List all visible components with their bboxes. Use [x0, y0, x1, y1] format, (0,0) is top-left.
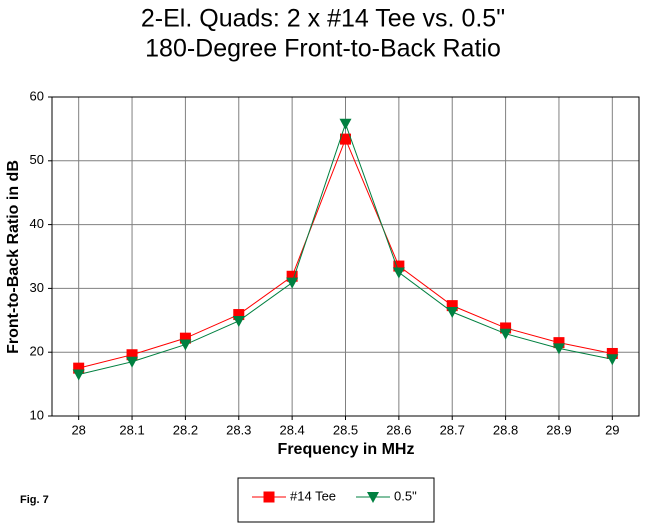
- legend-marker: [367, 492, 379, 503]
- legend-label: 0.5": [394, 488, 417, 503]
- y-tick-label: 40: [30, 216, 44, 231]
- y-tick-label: 50: [30, 152, 44, 167]
- data-point: [126, 349, 138, 361]
- x-tick-label: 28.8: [493, 422, 518, 437]
- y-axis-label: Front-to-Back Ratio in dB: [5, 160, 22, 354]
- x-tick-label: 28.9: [546, 422, 571, 437]
- data-point: [126, 356, 139, 368]
- chart-title: 2-El. Quads: 2 x #14 Tee vs. 0.5": [141, 5, 505, 33]
- data-point: [606, 354, 619, 366]
- y-tick-label: 60: [30, 88, 44, 103]
- data-point: [606, 347, 618, 359]
- x-axis-label: Frequency in MHz: [278, 441, 415, 458]
- y-tick-label: 10: [30, 407, 44, 422]
- chart-subtitle: 180-Degree Front-to-Back Ratio: [145, 35, 501, 63]
- x-tick-label: 28.7: [440, 422, 465, 437]
- data-point: [179, 339, 192, 351]
- data-point: [446, 307, 459, 319]
- x-tick-label: 28: [71, 422, 85, 437]
- y-tick-label: 20: [30, 344, 44, 359]
- x-tick-label: 28.1: [119, 422, 144, 437]
- data-point: [446, 300, 458, 312]
- data-point: [393, 260, 405, 272]
- data-point: [232, 315, 245, 327]
- data-point: [179, 332, 191, 344]
- data-point: [233, 309, 245, 321]
- data-point: [392, 267, 405, 279]
- data-point: [72, 369, 85, 381]
- data-point: [339, 118, 352, 130]
- legend-marker: [263, 491, 275, 503]
- x-tick-label: 28.5: [333, 422, 358, 437]
- x-tick-label: 28.3: [226, 422, 251, 437]
- data-point: [286, 270, 298, 282]
- x-tick-label: 28.6: [386, 422, 411, 437]
- data-point: [553, 337, 565, 349]
- plot-frame: [51, 96, 640, 417]
- data-point: [340, 133, 351, 145]
- legend-label: #14 Tee: [290, 488, 336, 503]
- data-point: [499, 328, 512, 340]
- data-point: [500, 322, 512, 334]
- data-point: [286, 277, 299, 289]
- data-point: [73, 362, 85, 374]
- x-tick-label: 28.4: [279, 422, 304, 437]
- x-tick-label: 28.2: [173, 422, 198, 437]
- x-tick-label: 29: [605, 422, 619, 437]
- data-point: [552, 343, 565, 355]
- figure-note: Fig. 7: [20, 494, 49, 506]
- y-tick-label: 30: [30, 280, 44, 295]
